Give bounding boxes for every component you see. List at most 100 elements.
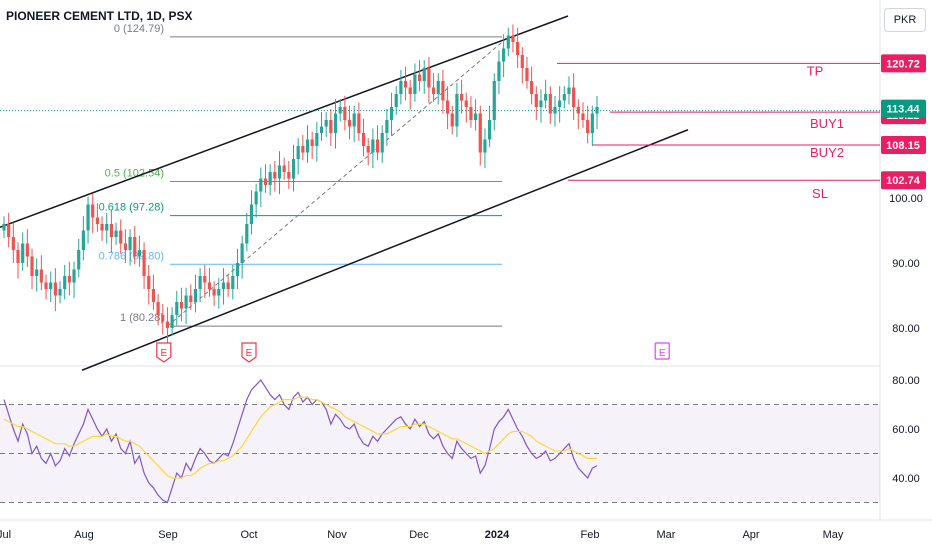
candle-body bbox=[203, 276, 207, 283]
time-axis-tick: Apr bbox=[742, 529, 759, 541]
candle-body bbox=[506, 35, 510, 49]
candle-body bbox=[254, 191, 258, 205]
candle-body bbox=[590, 113, 594, 133]
candle-body bbox=[2, 224, 6, 231]
candle-body bbox=[231, 276, 235, 289]
last-price-badge bbox=[881, 99, 926, 118]
candle-body bbox=[198, 276, 202, 289]
candle-body bbox=[212, 289, 216, 296]
candle-body bbox=[544, 94, 548, 101]
candle-body bbox=[408, 87, 412, 94]
candle-body bbox=[455, 94, 459, 127]
candle-body bbox=[553, 107, 557, 114]
candle-body bbox=[170, 315, 174, 328]
currency-button[interactable]: PKR bbox=[884, 8, 926, 32]
candle-body bbox=[371, 139, 375, 153]
price-axis-badge bbox=[881, 54, 926, 73]
candle-body bbox=[352, 113, 356, 127]
candle-body bbox=[502, 48, 506, 62]
candle-body bbox=[137, 250, 142, 257]
candle-body bbox=[95, 217, 99, 224]
candle-body bbox=[184, 295, 188, 309]
candle-body bbox=[49, 282, 53, 289]
candle-body bbox=[329, 120, 333, 133]
time-axis-tick: Mar bbox=[657, 529, 676, 541]
price-axis-badge bbox=[881, 136, 926, 155]
candle-body bbox=[431, 87, 436, 94]
candle-body bbox=[427, 68, 431, 88]
candle-body bbox=[35, 269, 39, 276]
candle-body bbox=[296, 146, 300, 159]
candle-body bbox=[259, 178, 263, 192]
last-price-badge-label: 113.44 bbox=[886, 104, 920, 116]
candle-body bbox=[315, 133, 319, 146]
time-axis-tick: 2024 bbox=[485, 529, 510, 541]
candle-body bbox=[319, 126, 324, 133]
price-axis-badge-label: 102.74 bbox=[886, 175, 921, 187]
annotation-label: TP bbox=[807, 63, 824, 78]
candle-body bbox=[77, 250, 81, 270]
time-axis-tick: May bbox=[823, 529, 844, 541]
time-axis-tick: Aug bbox=[74, 529, 94, 541]
candle-body bbox=[562, 94, 566, 101]
candle-body bbox=[114, 230, 118, 237]
candle-body bbox=[58, 289, 62, 296]
candle-body bbox=[226, 282, 230, 289]
earnings-marker bbox=[654, 342, 670, 360]
candle-body bbox=[450, 113, 454, 127]
fib-level-label: 0.618 (97.28) bbox=[99, 202, 164, 214]
channel-lower-line bbox=[81, 129, 689, 371]
candle-body bbox=[156, 302, 160, 315]
candle-body bbox=[586, 120, 590, 133]
candle-body bbox=[488, 120, 492, 140]
candle-body bbox=[207, 282, 212, 289]
rsi-axis-tick: 40.00 bbox=[892, 473, 920, 485]
candle-body bbox=[100, 224, 104, 231]
candle-body bbox=[268, 172, 272, 185]
candle-body bbox=[221, 282, 226, 289]
fib-level-label: 1 (80.28) bbox=[120, 312, 164, 324]
channel-upper-line bbox=[0, 15, 569, 228]
annotation-label: BUY1 bbox=[810, 116, 844, 131]
candle-body bbox=[263, 178, 268, 185]
candle-body bbox=[240, 243, 244, 263]
candle-body bbox=[483, 139, 487, 153]
candle-body bbox=[245, 224, 249, 244]
candle-body bbox=[193, 289, 198, 302]
candle-body bbox=[189, 295, 193, 302]
candle-body bbox=[343, 107, 347, 120]
candle-body bbox=[128, 237, 132, 250]
candle-body bbox=[277, 165, 282, 179]
candle-body bbox=[520, 55, 524, 68]
candle-body bbox=[63, 276, 67, 289]
rsi-axis-tick: 60.00 bbox=[892, 424, 920, 436]
candle-body bbox=[235, 263, 240, 276]
candle-body bbox=[175, 302, 179, 315]
candle-body bbox=[119, 230, 123, 244]
candle-body bbox=[67, 276, 71, 283]
candle-body bbox=[473, 113, 478, 120]
candle-body bbox=[366, 146, 370, 153]
candle-body bbox=[581, 113, 585, 120]
candle-body bbox=[310, 139, 314, 146]
candle-body bbox=[301, 146, 305, 153]
fib-level-label: 0.5 (102.54) bbox=[105, 167, 164, 179]
candle-body bbox=[39, 269, 43, 283]
earnings-marker-label: E bbox=[246, 348, 253, 359]
candle-body bbox=[436, 81, 440, 94]
candle-body bbox=[595, 107, 599, 114]
candle-body bbox=[422, 68, 426, 81]
candle-body bbox=[291, 159, 296, 179]
candle-body bbox=[539, 100, 543, 107]
candle-body bbox=[161, 315, 165, 322]
candle-body bbox=[385, 120, 389, 133]
candle-body bbox=[361, 133, 366, 146]
candle-body bbox=[179, 302, 184, 309]
price-axis-tick: 100.00 bbox=[889, 193, 923, 205]
candle-body bbox=[534, 94, 538, 107]
annotation-label: SL bbox=[812, 186, 828, 201]
candle-body bbox=[249, 204, 254, 224]
candle-body bbox=[11, 237, 15, 250]
candle-body bbox=[105, 224, 109, 231]
